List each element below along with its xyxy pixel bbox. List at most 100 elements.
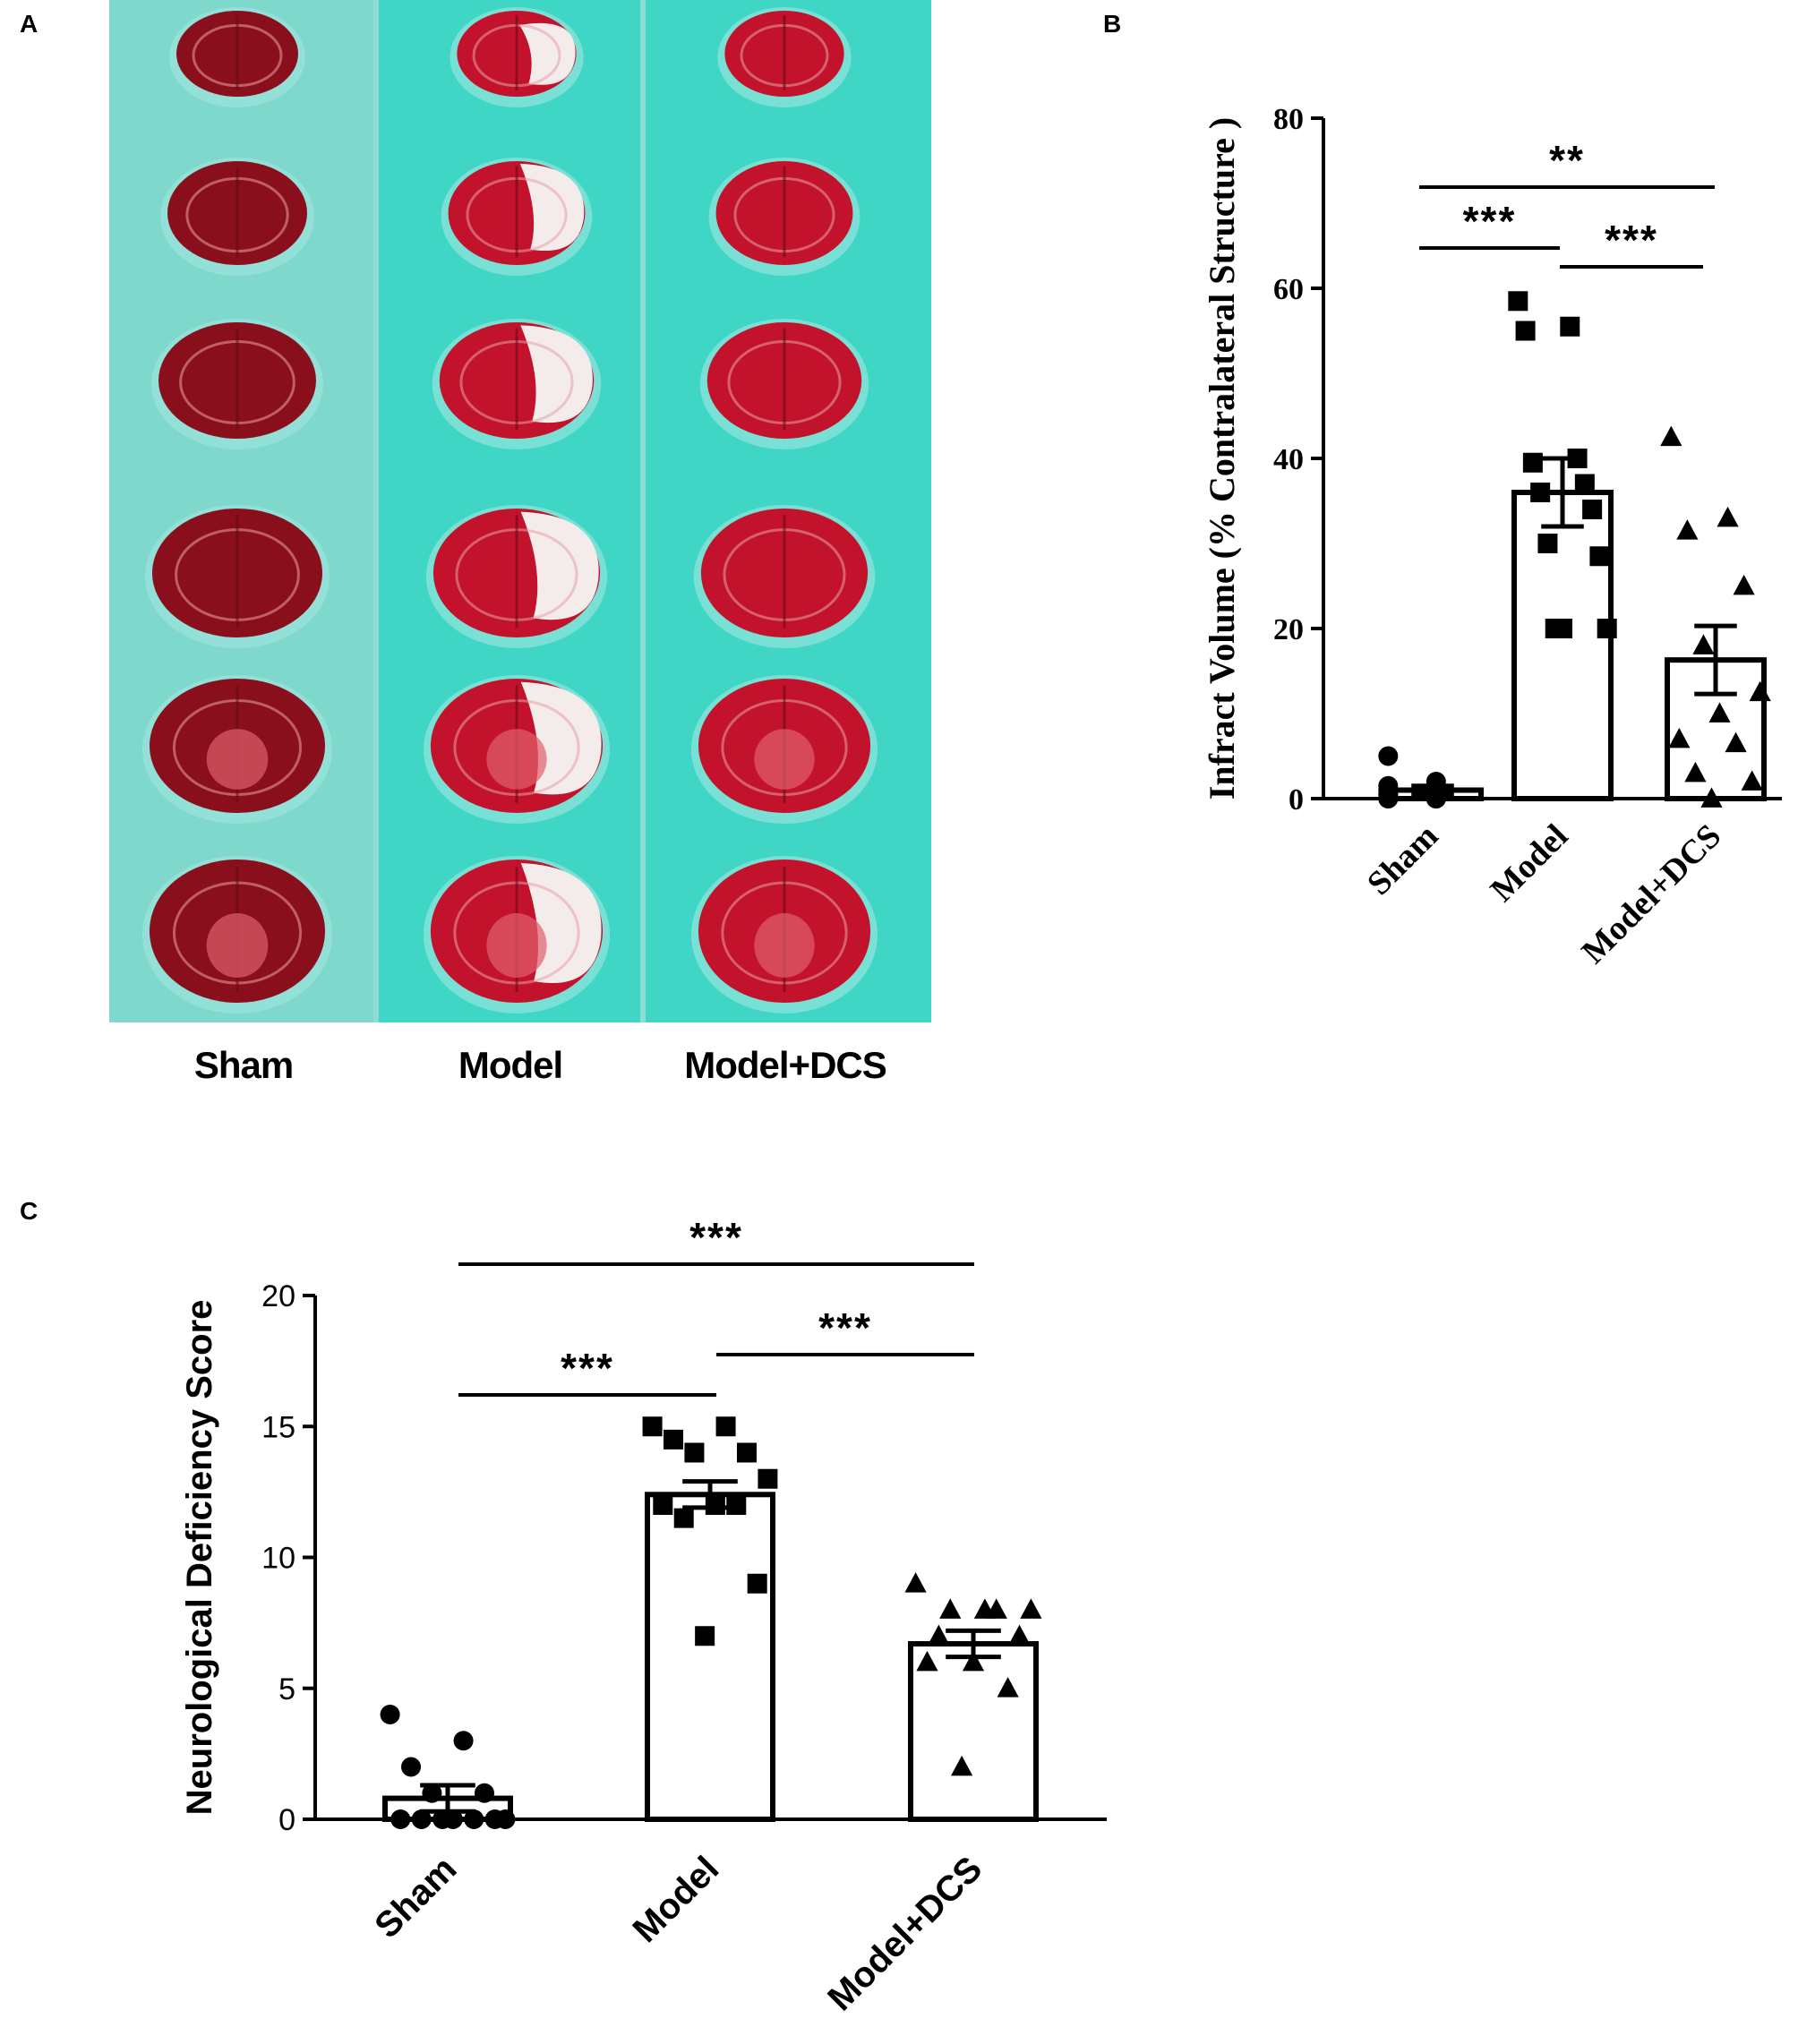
data-point bbox=[1522, 452, 1543, 473]
group-label-sham: Sham bbox=[194, 1044, 293, 1086]
brain-slice bbox=[142, 856, 332, 1013]
data-point bbox=[1020, 1598, 1042, 1619]
brain-slice bbox=[717, 7, 852, 107]
data-point bbox=[1553, 619, 1572, 638]
data-point bbox=[1378, 746, 1399, 766]
y-axis-label: Neurological Deficiency Score bbox=[180, 1300, 219, 1816]
data-point bbox=[1008, 1624, 1031, 1646]
data-point bbox=[1378, 784, 1399, 805]
error-bar-2 bbox=[1684, 623, 1747, 697]
brain-slice bbox=[423, 856, 611, 1013]
data-point bbox=[916, 1650, 938, 1672]
brain-slice bbox=[160, 158, 314, 276]
panel-a-photo bbox=[109, 0, 931, 1022]
significance-label: *** bbox=[818, 1304, 872, 1351]
data-point bbox=[1426, 789, 1446, 808]
x-category-label: Model bbox=[1484, 817, 1576, 910]
data-point bbox=[684, 1442, 705, 1463]
y-axis-label: Infract Volume (% Contralateral Structur… bbox=[1202, 117, 1242, 800]
data-point bbox=[380, 1705, 400, 1724]
data-point bbox=[390, 1809, 411, 1829]
bar-1 bbox=[645, 1492, 775, 1823]
y-tick-label: 20 bbox=[1273, 613, 1304, 646]
data-point bbox=[642, 1416, 663, 1437]
data-point bbox=[401, 1757, 422, 1777]
data-point bbox=[1717, 506, 1739, 527]
y-tick-label: 0 bbox=[278, 1803, 295, 1837]
data-point bbox=[1560, 316, 1580, 337]
data-point bbox=[1515, 321, 1536, 341]
data-point bbox=[705, 1495, 725, 1515]
data-point bbox=[973, 1598, 996, 1619]
x-category-label: Model bbox=[626, 1849, 727, 1950]
significance-bracket: *** bbox=[1560, 217, 1703, 269]
significance-bracket: *** bbox=[1419, 198, 1560, 250]
data-point bbox=[1749, 680, 1771, 702]
brain-slice bbox=[690, 675, 878, 824]
y-tick-label: 40 bbox=[1273, 443, 1304, 476]
data-point bbox=[1537, 534, 1558, 553]
significance-bracket: *** bbox=[458, 1345, 716, 1397]
panel-b-infarct-volume-chart: 0 20 40 60 80 Infract Volume (% Contralateral… bbox=[1202, 103, 1782, 971]
data-point bbox=[695, 1626, 715, 1646]
brain-slice bbox=[693, 505, 876, 648]
bar-1 bbox=[1511, 490, 1614, 801]
data-point bbox=[464, 1809, 484, 1829]
y-tick-label: 0 bbox=[1289, 783, 1304, 817]
data-point bbox=[1597, 619, 1617, 638]
y-tick-label: 80 bbox=[1273, 103, 1304, 136]
data-point bbox=[1676, 519, 1699, 540]
data-point bbox=[653, 1495, 673, 1515]
y-tick-label: 60 bbox=[1273, 273, 1304, 306]
brain-slice bbox=[151, 319, 323, 449]
panel-letter-b: B bbox=[1103, 10, 1121, 38]
data-point bbox=[904, 1572, 927, 1593]
brain-slice bbox=[708, 158, 860, 276]
data-point bbox=[962, 1650, 985, 1672]
brain-slice bbox=[690, 856, 878, 1013]
data-point bbox=[951, 1755, 973, 1776]
data-point bbox=[453, 1731, 474, 1751]
brain-slice bbox=[425, 505, 608, 648]
data-point bbox=[484, 1809, 505, 1829]
data-point bbox=[1733, 574, 1755, 595]
panel-c-neuro-score-chart: 0 5 10 15 20 Neurological Deficiency Score Sha… bbox=[180, 1214, 1107, 2018]
y-tick-label: 15 bbox=[261, 1410, 295, 1444]
data-point bbox=[1582, 500, 1603, 519]
brain-slice bbox=[441, 158, 593, 276]
significance-label: *** bbox=[1605, 217, 1658, 263]
significance-label: ** bbox=[1549, 137, 1585, 184]
panel-a-group-labels: Sham Model Model+DCS bbox=[194, 1044, 887, 1086]
panel-letter-a: A bbox=[20, 10, 38, 38]
x-category-label: Model+DCS bbox=[820, 1849, 989, 2018]
data-point bbox=[736, 1442, 757, 1463]
data-point bbox=[422, 1783, 442, 1803]
data-point bbox=[1668, 727, 1691, 748]
data-point bbox=[1574, 474, 1595, 494]
data-point bbox=[411, 1809, 432, 1829]
data-point bbox=[1567, 449, 1588, 468]
brain-slice bbox=[423, 675, 611, 824]
significance-label: *** bbox=[561, 1345, 614, 1391]
data-point bbox=[1660, 425, 1682, 447]
group-label-model-dcs: Model+DCS bbox=[684, 1044, 886, 1086]
panel-letter-c: C bbox=[20, 1197, 38, 1225]
data-point bbox=[474, 1783, 494, 1803]
x-category-label: Sham bbox=[1360, 817, 1445, 902]
significance-bracket: *** bbox=[716, 1304, 974, 1356]
data-point bbox=[715, 1416, 736, 1437]
data-point bbox=[1700, 787, 1723, 808]
significance-bracket: *** bbox=[458, 1214, 974, 1266]
significance-bracket: ** bbox=[1419, 137, 1715, 189]
data-point bbox=[997, 1677, 1019, 1698]
significance-label: *** bbox=[689, 1214, 743, 1261]
data-point bbox=[928, 1624, 950, 1646]
data-point bbox=[1589, 546, 1610, 567]
brain-slice bbox=[169, 7, 305, 107]
significance-label: *** bbox=[1463, 198, 1517, 244]
brain-slice bbox=[450, 7, 584, 107]
brain-slice bbox=[145, 505, 330, 648]
data-point bbox=[939, 1598, 962, 1619]
data-point bbox=[1508, 291, 1528, 312]
